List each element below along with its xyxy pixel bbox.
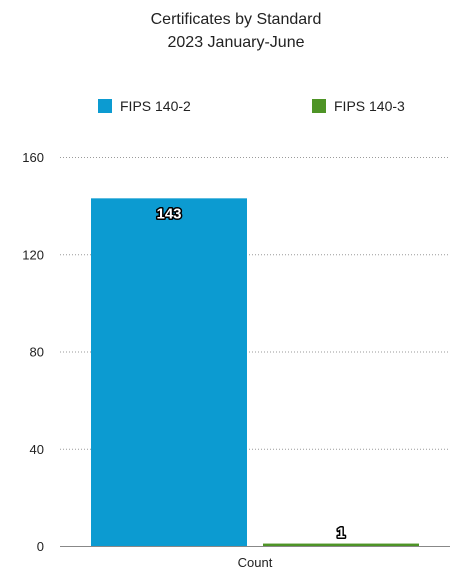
legend: FIPS 140-2 FIPS 140-3 bbox=[98, 98, 405, 114]
legend-label: FIPS 140-3 bbox=[334, 98, 405, 114]
data-label: 143 bbox=[156, 205, 181, 222]
y-tick-label: 0 bbox=[37, 539, 44, 554]
y-tick-label: 40 bbox=[30, 442, 44, 457]
bar bbox=[91, 198, 247, 547]
legend-swatch bbox=[98, 99, 112, 113]
data-label: 1 bbox=[337, 525, 345, 542]
chart-title-block: Certificates by Standard 2023 January-Ju… bbox=[0, 8, 472, 54]
y-tick-label: 120 bbox=[22, 247, 44, 262]
labels-layer: 143 1 Count bbox=[155, 204, 347, 570]
y-tick-label: 80 bbox=[30, 345, 44, 360]
legend-swatch bbox=[312, 99, 326, 113]
chart-title: Certificates by Standard bbox=[150, 11, 322, 28]
x-tick-label: Count bbox=[238, 555, 273, 570]
bar bbox=[263, 543, 419, 546]
y-tick-label: 160 bbox=[22, 150, 44, 165]
bars-layer bbox=[91, 198, 419, 547]
legend-label: FIPS 140-2 bbox=[120, 98, 191, 114]
chart-subtitle: 2023 January-June bbox=[167, 34, 305, 51]
grid-layer: 0 40 80 120 160 bbox=[22, 150, 450, 554]
